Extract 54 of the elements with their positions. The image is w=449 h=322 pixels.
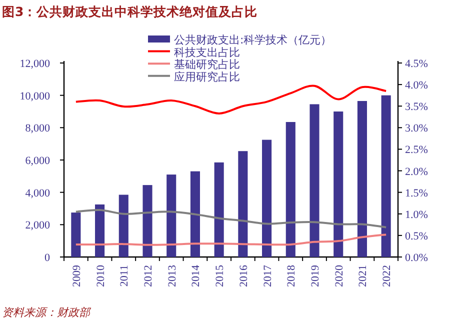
y2-tick-label: 0.0% [405,252,428,264]
bar [71,212,81,257]
y2-tick-label: 2.5% [405,144,428,156]
x-tick-label: 2021 [357,265,370,287]
y-tick-label: 0 [44,252,50,264]
bar [381,95,391,257]
y2-tick-label: 3.5% [405,101,428,114]
x-tick-label: 2011 [118,265,131,287]
x-tick-label: 2022 [381,265,394,287]
x-tick-label: 2014 [190,264,202,287]
y-tick-label: 8,000 [25,122,50,135]
x-tick-label: 2020 [333,264,346,287]
y2-tick-label: 2.0% [405,166,428,178]
x-tick-label: 2013 [166,264,178,287]
x-tick-label: 2019 [310,264,322,287]
x-tick-label: 2016 [238,264,250,287]
bar [262,140,272,257]
y-tick-label: 6,000 [25,155,50,167]
bar [238,151,248,257]
y-tick-label: 2,000 [25,220,50,232]
x-tick-label: 2017 [262,264,274,287]
line-series [74,208,388,228]
bar [334,112,344,257]
bar [310,104,320,257]
legend-label: 公共财政支出:科学技术（亿元） [174,34,332,46]
text: 资料来源：财政部 [2,306,92,319]
bar [95,204,105,257]
legend-label: 应用研究占比 [174,70,240,84]
x-tick-label: 2009 [70,264,83,287]
chart-title: 图3：公共财政支出中科学技术绝对值及占比 [2,4,258,19]
bar [118,194,128,257]
legend-label: 基础研究占比 [174,58,240,72]
y2-tick-label: 3.0% [405,122,428,135]
line-series [74,84,388,114]
y2-tick-label: 4.5% [405,58,428,70]
x-tick-label: 2015 [214,264,226,287]
y-tick-label: 10,000 [20,90,50,102]
bar [166,174,176,257]
x-tick-label: 2018 [286,264,298,287]
y-tick-label: 4,000 [25,187,50,200]
x-tick-label: 2010 [94,264,107,287]
y2-tick-label: 1.0% [405,208,428,221]
y2-tick-label: 0.5% [405,230,428,242]
y-tick-label: 12,000 [20,58,50,70]
legend-label: 科技支出占比 [174,46,240,59]
bar [357,100,367,257]
y2-tick-label: 4.0% [405,80,428,92]
x-tick-label: 2012 [142,265,154,287]
line-series [74,234,388,246]
bar [286,122,296,257]
bar [190,171,200,257]
y2-tick-label: 1.5% [405,187,428,200]
bar [142,185,152,257]
bar [214,162,224,257]
